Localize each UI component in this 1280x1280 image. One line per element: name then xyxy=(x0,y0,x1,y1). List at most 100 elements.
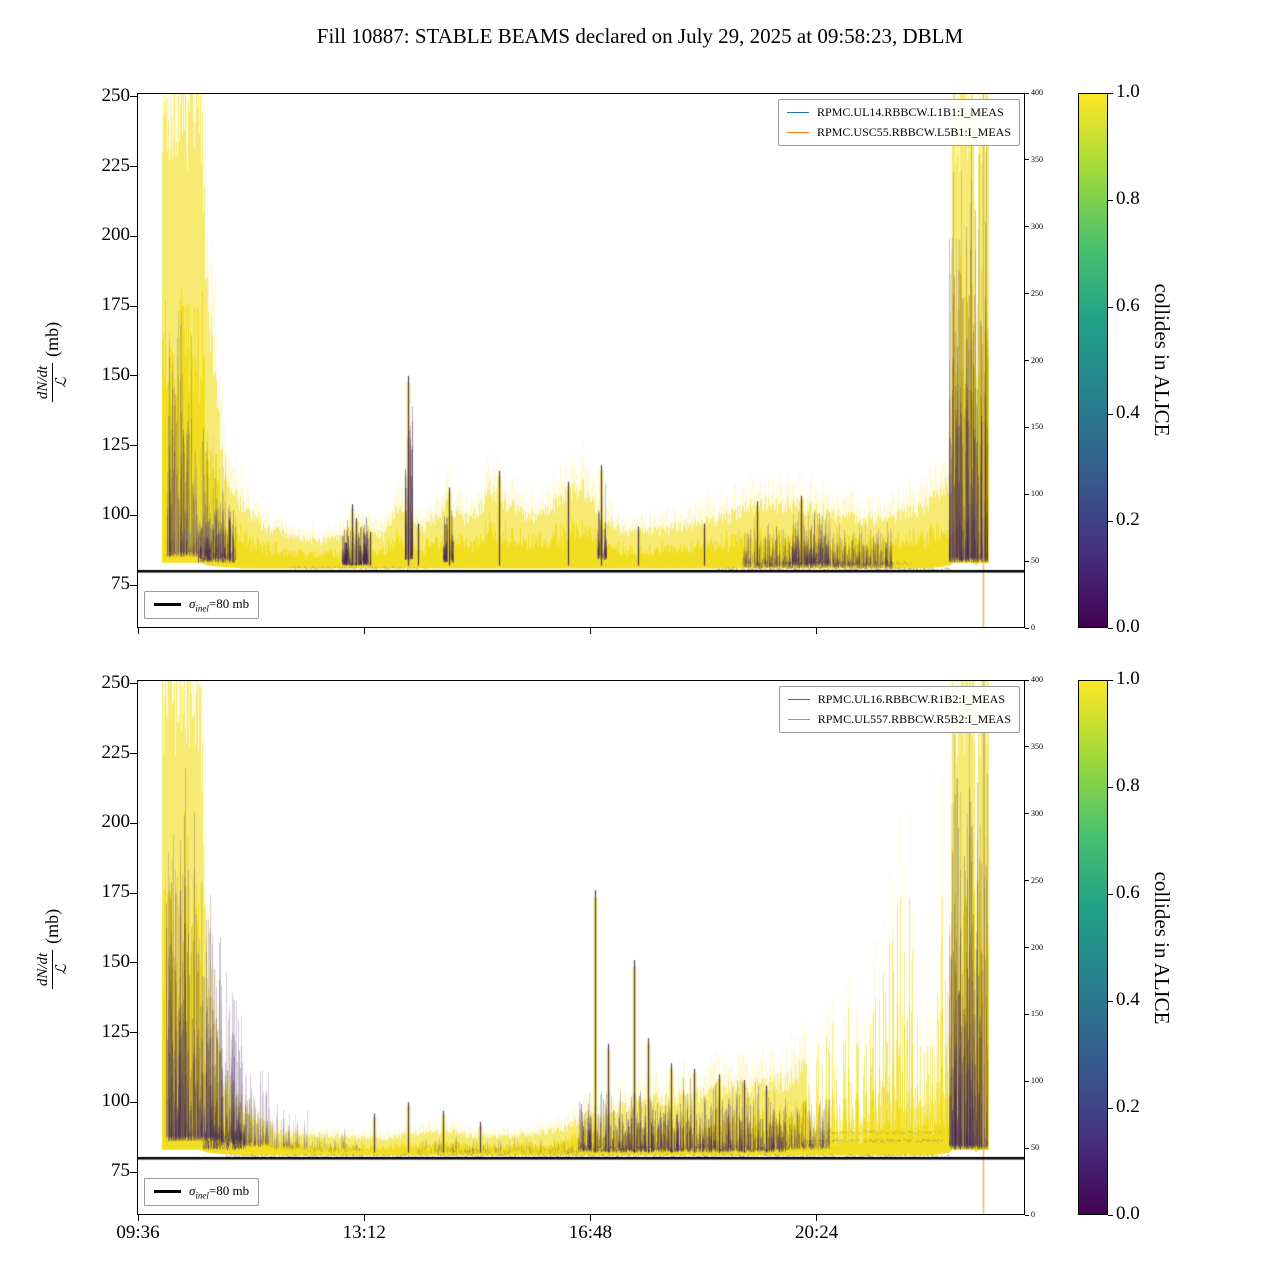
right-tick-mark xyxy=(1025,1214,1029,1216)
top-legend: RPMC.UL14.RBBCW.L1B1:I_MEAS RPMC.USC55.R… xyxy=(778,99,1020,146)
colorbar-tick-mark xyxy=(1108,413,1113,415)
colorbar-tick-mark xyxy=(1108,1214,1113,1216)
right-tick-mark xyxy=(1025,560,1029,562)
legend-label: RPMC.UL16.RBBCW.R1B2:I_MEAS xyxy=(817,692,1005,706)
colorbar-tick-mark xyxy=(1108,627,1113,629)
top-plot-axes xyxy=(137,93,1025,628)
right-tick-mark xyxy=(1025,627,1029,629)
right-tick-mark xyxy=(1025,92,1029,94)
legend-entry: RPMC.UL16.RBBCW.R1B2:I_MEAS xyxy=(787,692,1011,707)
x-tick-label: 20:24 xyxy=(794,1222,839,1243)
y-tick-label: 200 xyxy=(101,224,131,246)
right-tick-label: 150 xyxy=(1031,1009,1043,1019)
right-tick-label: 250 xyxy=(1031,288,1043,298)
right-tick-label: 400 xyxy=(1031,675,1043,684)
right-tick-mark xyxy=(1025,880,1029,882)
bottom-colorbar xyxy=(1078,680,1108,1215)
colorbar-tick-mark xyxy=(1108,92,1113,94)
colorbar-tick-label: 0.8 xyxy=(1116,775,1140,796)
y-tick-label: 175 xyxy=(101,294,131,316)
right-tick-label: 100 xyxy=(1031,1076,1043,1086)
x-tick-label: 16:48 xyxy=(568,1222,613,1243)
y-label-fraction: dN/dt ℒ xyxy=(33,949,71,990)
colorbar-tick-mark xyxy=(1108,786,1113,788)
y-tick-label: 200 xyxy=(101,811,131,833)
sigma-line-icon xyxy=(154,603,181,607)
y-tick-label: 225 xyxy=(101,741,131,763)
figure-title: Fill 10887: STABLE BEAMS declared on Jul… xyxy=(316,24,964,48)
y-tick-label: 250 xyxy=(101,84,131,106)
right-tick-mark xyxy=(1025,1147,1029,1149)
right-tick-label: 250 xyxy=(1031,875,1043,885)
y-tick-label: 150 xyxy=(101,363,131,385)
legend-line-orange-icon xyxy=(787,718,810,721)
right-tick-label: 200 xyxy=(1031,355,1043,365)
y-tick-mark xyxy=(130,892,137,894)
right-tick-mark xyxy=(1025,159,1029,161)
right-tick-mark xyxy=(1025,679,1029,681)
y-tick-mark xyxy=(130,445,137,447)
colorbar-tick-label: 0.2 xyxy=(1116,509,1140,530)
colorbar-tick-label: 0.6 xyxy=(1116,882,1140,903)
right-tick-mark xyxy=(1025,426,1029,428)
colorbar-tick-mark xyxy=(1108,1000,1113,1002)
y-tick-mark xyxy=(130,235,137,237)
colorbar-tick-label: 0.2 xyxy=(1116,1096,1140,1117)
y-tick-mark xyxy=(130,1171,137,1173)
top-plot-canvas xyxy=(138,94,1024,627)
x-tick-mark xyxy=(589,1215,591,1221)
right-tick-label: 0 xyxy=(1031,1210,1035,1219)
bottom-sigma-legend: σinel=80 mb xyxy=(144,1178,260,1206)
y-tick-mark xyxy=(130,584,137,586)
colorbar-tick-label: 1.0 xyxy=(1116,81,1140,102)
y-tick-label: 75 xyxy=(111,1160,130,1182)
sigma-label: σinel=80 mb xyxy=(189,596,250,614)
colorbar-tick-mark xyxy=(1108,679,1113,681)
y-tick-mark xyxy=(130,753,137,755)
colorbar-tick-label: 0.8 xyxy=(1116,188,1140,209)
colorbar-tick-mark xyxy=(1108,306,1113,308)
y-tick-mark xyxy=(130,305,137,307)
right-tick-mark xyxy=(1025,493,1029,495)
y-tick-label: 225 xyxy=(101,154,131,176)
right-tick-mark xyxy=(1025,746,1029,748)
right-tick-label: 50 xyxy=(1031,556,1039,566)
right-tick-label: 50 xyxy=(1031,1143,1039,1153)
y-tick-mark xyxy=(130,375,137,377)
right-tick-label: 300 xyxy=(1031,221,1043,231)
right-tick-mark xyxy=(1025,360,1029,361)
x-tick-mark xyxy=(589,628,591,634)
x-tick-mark xyxy=(816,628,818,634)
x-tick-label: 13:12 xyxy=(342,1222,386,1243)
x-tick-mark xyxy=(363,628,365,634)
legend-entry: RPMC.UL557.RBBCW.R5B2:I_MEAS xyxy=(787,712,1011,727)
bottom-y-axis-label: dN/dt ℒ (mb) xyxy=(0,905,132,993)
y-tick-label: 125 xyxy=(101,433,131,455)
right-tick-mark xyxy=(1025,1013,1029,1015)
colorbar-tick-label: 0.6 xyxy=(1116,295,1140,316)
y-tick-mark xyxy=(130,683,137,685)
right-tick-mark xyxy=(1025,1080,1029,1082)
right-tick-label: 350 xyxy=(1031,154,1043,164)
y-tick-label: 100 xyxy=(101,503,131,525)
y-tick-label: 250 xyxy=(101,671,131,693)
top-sigma-legend: σinel=80 mb xyxy=(144,591,260,619)
legend-line-blue-icon xyxy=(787,111,810,114)
y-tick-mark xyxy=(130,822,137,824)
sigma-line-icon xyxy=(154,1190,181,1194)
y-tick-mark xyxy=(130,1032,137,1034)
x-tick-mark xyxy=(137,1215,139,1221)
x-tick-mark xyxy=(363,1215,365,1221)
x-tick-mark xyxy=(816,1215,818,1221)
top-colorbar xyxy=(1078,93,1108,628)
colorbar-tick-mark xyxy=(1108,1107,1113,1109)
colorbar-tick-label: 0.4 xyxy=(1116,402,1140,423)
y-tick-mark xyxy=(130,166,137,168)
colorbar-tick-label: 0.4 xyxy=(1116,989,1140,1010)
y-tick-mark xyxy=(130,962,137,964)
bottom-legend: RPMC.UL16.RBBCW.R1B2:I_MEAS RPMC.UL557.R… xyxy=(778,686,1020,733)
legend-label: RPMC.UL557.RBBCW.R5B2:I_MEAS xyxy=(817,712,1011,726)
y-tick-mark xyxy=(130,1101,137,1103)
legend-entry: RPMC.USC55.RBBCW.L5B1:I_MEAS xyxy=(787,125,1011,140)
